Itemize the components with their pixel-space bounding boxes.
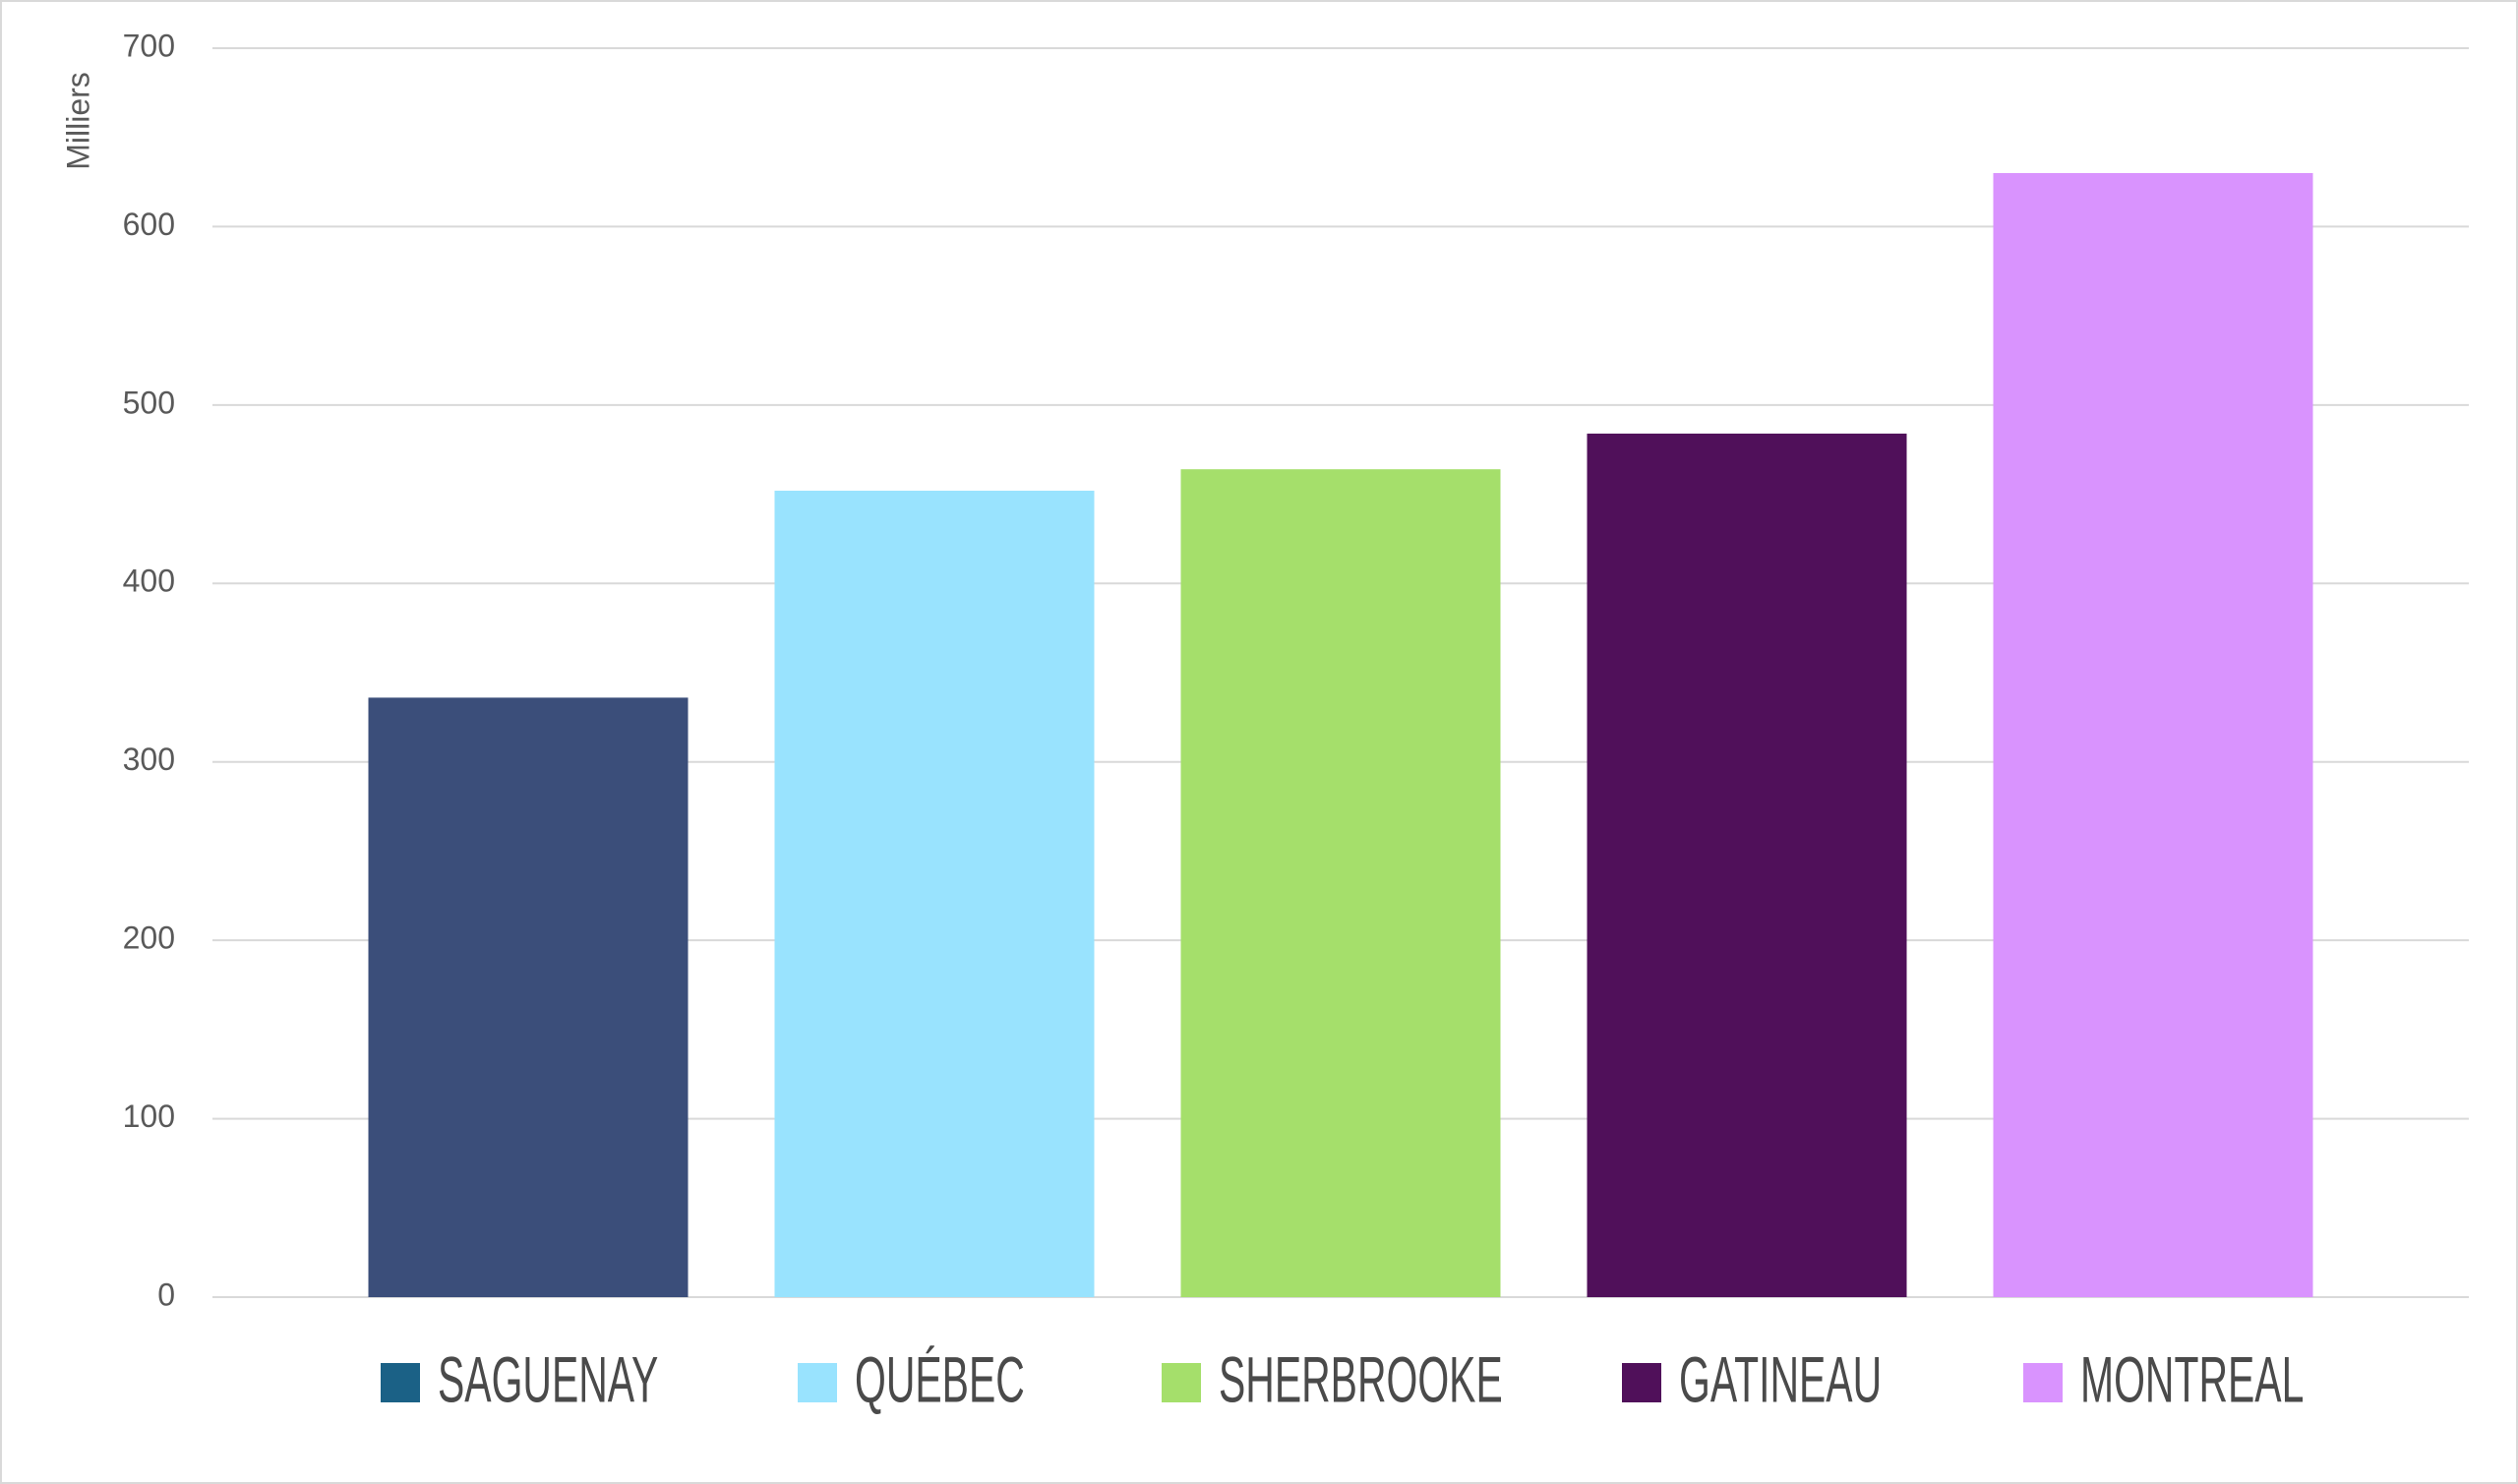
y-axis-label: Milliers: [60, 72, 95, 170]
bar: [368, 697, 689, 1297]
legend-label: MONTREAL: [2080, 1342, 2304, 1416]
bar: [1587, 433, 1907, 1297]
legend-swatch: [1162, 1363, 1201, 1402]
legend-swatch: [798, 1363, 837, 1402]
y-tick-label: 300: [123, 742, 175, 777]
y-tick-label: 400: [123, 564, 175, 599]
y-tick-label: 0: [157, 1276, 175, 1312]
legend-label: SHERBROOKE: [1219, 1342, 1503, 1416]
y-tick-label: 200: [123, 920, 175, 956]
legend-label: GATINEAU: [1679, 1342, 1882, 1416]
bar: [1993, 173, 2313, 1297]
bar: [774, 490, 1095, 1297]
y-tick-label: 700: [123, 28, 175, 63]
y-tick-label: 100: [123, 1098, 175, 1134]
legend-swatch: [2023, 1363, 2063, 1402]
y-tick-label: 500: [123, 385, 175, 420]
bar: [1180, 469, 1501, 1298]
legend-label: QUÉBEC: [855, 1342, 1025, 1416]
y-tick-label: 600: [123, 207, 175, 242]
legend-label: SAGUENAY: [438, 1342, 658, 1416]
legend-swatch: [381, 1363, 420, 1402]
legend-swatch: [1622, 1363, 1661, 1402]
